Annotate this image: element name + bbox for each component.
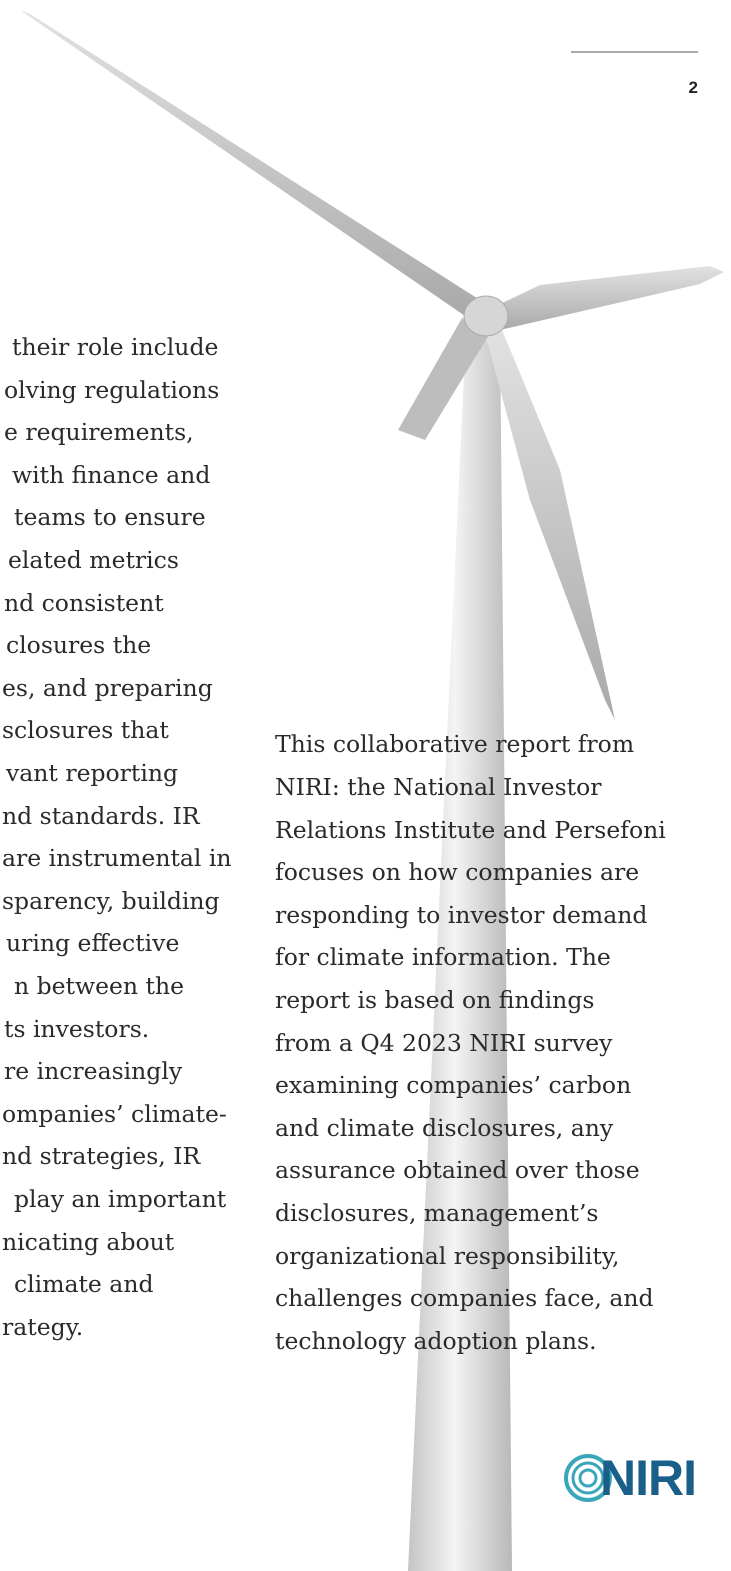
text-line: organizational responsibility,	[275, 1241, 620, 1270]
text-line: challenges companies face, and	[275, 1284, 654, 1313]
text-line: Relations Institute and Persefoni	[275, 815, 666, 844]
text-line: vant reporting	[6, 759, 179, 787]
logo-icon	[564, 1454, 612, 1502]
text-line: climate and	[14, 1270, 154, 1299]
text-line: sclosures that	[2, 716, 169, 745]
text-line: focuses on how companies are	[275, 858, 640, 887]
text-line: olving regulations	[4, 375, 220, 404]
text-line: uring effective	[6, 929, 180, 958]
text-line: nd consistent	[4, 588, 164, 617]
blade	[20, 10, 480, 318]
hub	[463, 295, 509, 337]
text-line: NIRI: the National Investor	[275, 773, 602, 802]
text-line: ts investors.	[4, 1014, 150, 1043]
text-line: assurance obtained over those	[275, 1156, 640, 1185]
text-line: with finance and	[12, 460, 211, 489]
text-line: are instrumental in	[2, 844, 232, 873]
blade	[484, 325, 615, 720]
blade	[498, 266, 724, 330]
text-line: play an important	[14, 1185, 227, 1213]
text-line: nd strategies, IR	[2, 1142, 201, 1171]
text-line: teams to ensure	[14, 503, 206, 532]
text-line: examining companies’ carbon	[275, 1071, 632, 1100]
text-line: n between the	[14, 972, 185, 1000]
text-line: from a Q4 2023 NIRI survey	[275, 1028, 613, 1057]
text-line: their role include	[12, 333, 219, 361]
text-line: nicating about	[2, 1227, 175, 1256]
text-line: report is based on findings	[275, 986, 595, 1015]
text-line: responding to investor demand	[275, 900, 648, 929]
text-line: ompanies’ climate-	[2, 1099, 227, 1128]
text-line: technology adoption plans.	[275, 1326, 597, 1355]
text-line: re increasingly	[4, 1057, 183, 1086]
text-line: nd standards. IR	[2, 801, 200, 830]
page-number: 2	[688, 78, 698, 97]
text-line: sparency, building	[2, 886, 220, 915]
text-line: and climate disclosures, any	[275, 1113, 614, 1142]
nacelle	[398, 318, 492, 440]
text-line: for climate information. The	[275, 943, 611, 972]
text-line: This collaborative report from	[275, 730, 635, 759]
text-line: closures the	[6, 631, 152, 660]
text-line: rategy.	[2, 1312, 84, 1341]
logo-text: NIRI	[600, 1450, 697, 1506]
text-line: elated metrics	[8, 546, 179, 574]
tower	[408, 330, 512, 1571]
text-line: disclosures, management’s	[275, 1199, 599, 1228]
text-line: e requirements,	[4, 418, 194, 447]
text-line: es, and preparing	[2, 673, 213, 702]
